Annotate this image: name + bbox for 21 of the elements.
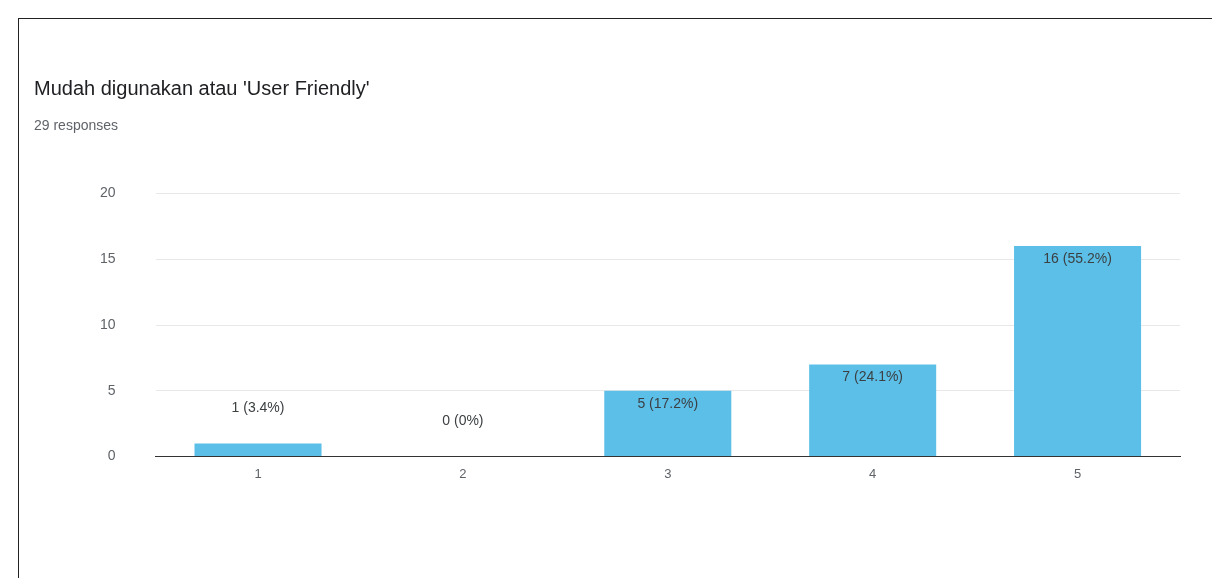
x-tick-label: 5	[1073, 465, 1082, 481]
y-tick-label: 0	[107, 447, 116, 464]
chart-title: Mudah digunakan atau 'User Friendly'	[34, 77, 370, 100]
bar	[809, 364, 937, 457]
data-label: 0 (0%)	[442, 412, 484, 429]
y-tick-label: 15	[99, 250, 116, 267]
data-label: 1 (3.4%)	[231, 399, 285, 416]
data-label: 16 (55.2%)	[1043, 249, 1112, 266]
x-tick-label: 2	[459, 465, 467, 481]
x-tick-label: 1	[254, 465, 262, 481]
data-label: 5 (17.2%)	[637, 394, 699, 411]
x-tick-label: 4	[869, 465, 877, 481]
data-label: 7 (24.1%)	[842, 368, 904, 385]
x-tick-label: 3	[664, 465, 672, 481]
y-tick-label: 10	[99, 315, 116, 332]
bar	[604, 390, 732, 457]
chart-subtitle: 29 responses	[34, 117, 119, 133]
y-tick-label: 5	[107, 381, 116, 398]
bar	[1014, 246, 1142, 457]
y-tick-label: 20	[99, 184, 116, 201]
bar	[194, 443, 322, 457]
